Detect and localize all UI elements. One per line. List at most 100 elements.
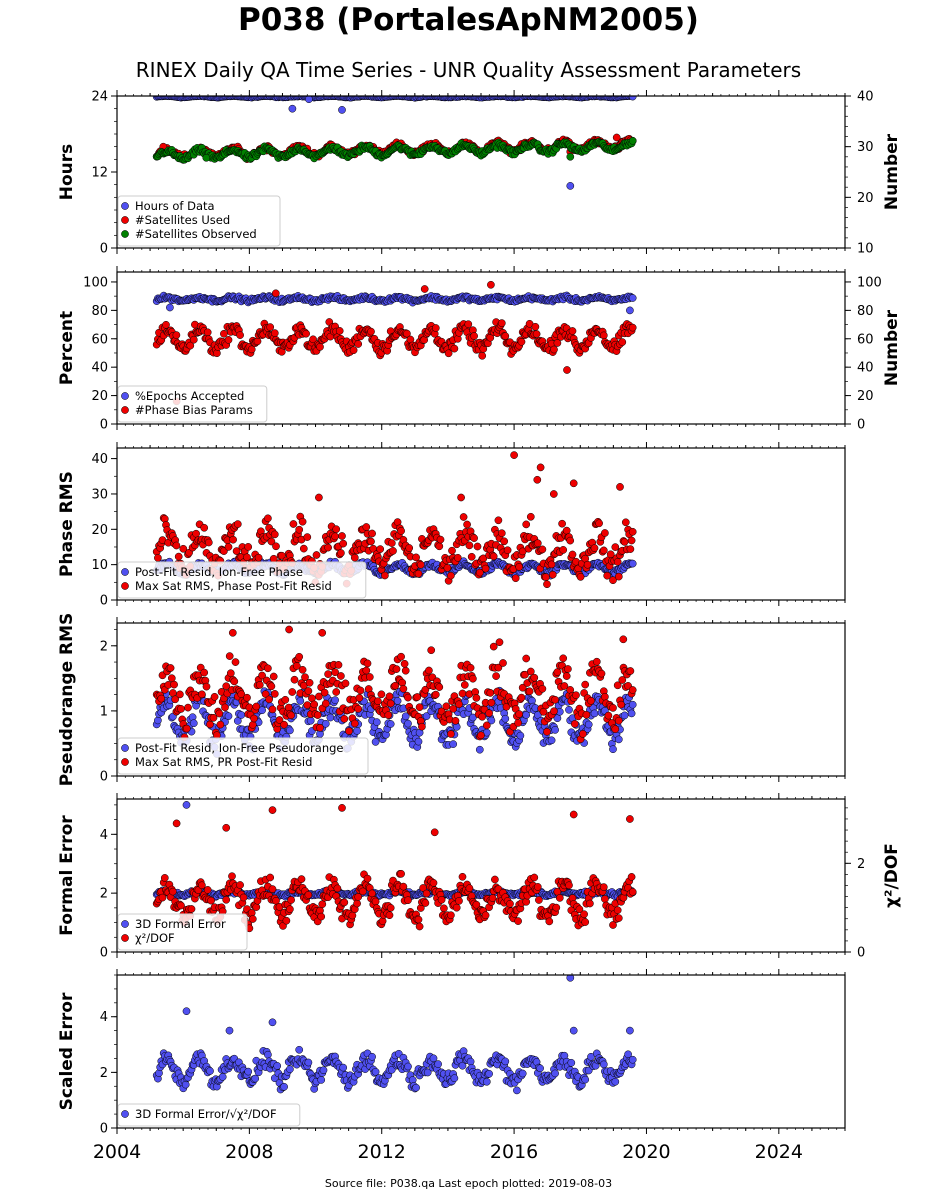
data-point [443,564,452,572]
data-point [628,527,637,536]
data-point [224,336,233,344]
data-point [324,670,332,678]
data-point-outlier [510,451,518,459]
data-point [215,709,224,718]
data-point [386,699,395,708]
data-point [553,339,562,347]
data-point [418,722,426,731]
data-point [172,541,181,550]
data-point [453,553,462,562]
legend-box [117,195,281,247]
data-point [233,520,242,528]
data-point [617,700,625,709]
y-tick-label: 0 [100,594,108,609]
legend-label: Post-Fit Resid, Ion-Free Phase [135,565,303,579]
data-point [620,711,629,720]
data-point [341,679,350,688]
data-point [543,727,551,736]
data-point [547,736,556,745]
data-point [595,519,603,528]
y-right-tick-label: 0 [857,418,865,433]
data-point-outlier [533,475,542,484]
y-tick-label: 40 [91,452,108,467]
data-point [179,544,188,553]
legend-marker [121,392,129,400]
data-point [614,716,623,725]
data-point [435,683,444,691]
data-point [368,529,376,538]
data-point [400,659,409,668]
data-point [182,724,191,733]
data-point [553,668,562,676]
data-point-outlier [271,289,280,298]
data-point-outlier [569,479,578,488]
data-point-outlier [549,490,558,498]
data-point [517,693,526,702]
data-point [500,537,509,546]
data-point [345,727,353,735]
data-point [403,329,411,338]
data-point [626,667,635,675]
legend-marker [121,758,129,766]
data-point-outlier [202,153,211,162]
chart-subtitle: RINEX Daily QA Time Series - UNR Quality… [135,58,802,82]
data-point [551,695,559,704]
legend-label: Max Sat RMS, Phase Post-Fit Resid [135,579,332,593]
data-point [621,518,630,527]
y-right-axis-label: Number [882,133,902,210]
y-tick-label: 60 [91,332,108,347]
data-point [581,680,590,689]
data-point [609,576,617,585]
data-point [236,331,244,339]
data-point [355,694,364,702]
data-point [287,711,295,720]
data-point [277,551,286,560]
data-point [470,534,478,542]
data-point-outlier [318,628,327,637]
data-point [250,714,258,723]
data-point [486,689,495,697]
legend-box [117,561,367,599]
data-point [592,657,601,666]
data-point [376,545,385,553]
data-point [416,560,425,569]
data-point [264,514,272,523]
data-point [532,330,541,338]
data-point [265,695,273,704]
data-point-outlier [457,493,465,502]
legend-label: %Epochs Accepted [135,389,244,403]
data-point [189,335,198,344]
data-point [248,720,257,729]
data-point [450,344,459,353]
data-point [478,712,487,721]
y-tick-label: 10 [91,558,108,573]
data-point [392,665,401,673]
data-point [221,703,229,712]
data-point [362,666,371,675]
data-point [252,702,261,711]
data-point [467,552,476,561]
data-point [628,136,637,145]
data-point [538,545,547,554]
data-point [599,331,608,340]
data-point [584,720,593,729]
data-point [349,346,358,355]
data-point [304,687,313,695]
data-point [550,707,558,716]
y-right-tick-label: 40 [857,90,874,105]
data-point [435,542,444,551]
data-point [326,713,335,722]
data-point [613,558,622,566]
data-point [525,687,534,696]
legend-label: Post-Fit Resid, Ion-Free Pseudorange [135,741,343,755]
data-point [599,546,608,555]
data-point [281,695,290,704]
data-point [225,652,234,660]
y-tick-label: 100 [83,275,108,290]
data-point-outlier [338,106,346,114]
data-point [363,659,372,668]
data-point [492,672,500,680]
data-point [220,329,228,338]
